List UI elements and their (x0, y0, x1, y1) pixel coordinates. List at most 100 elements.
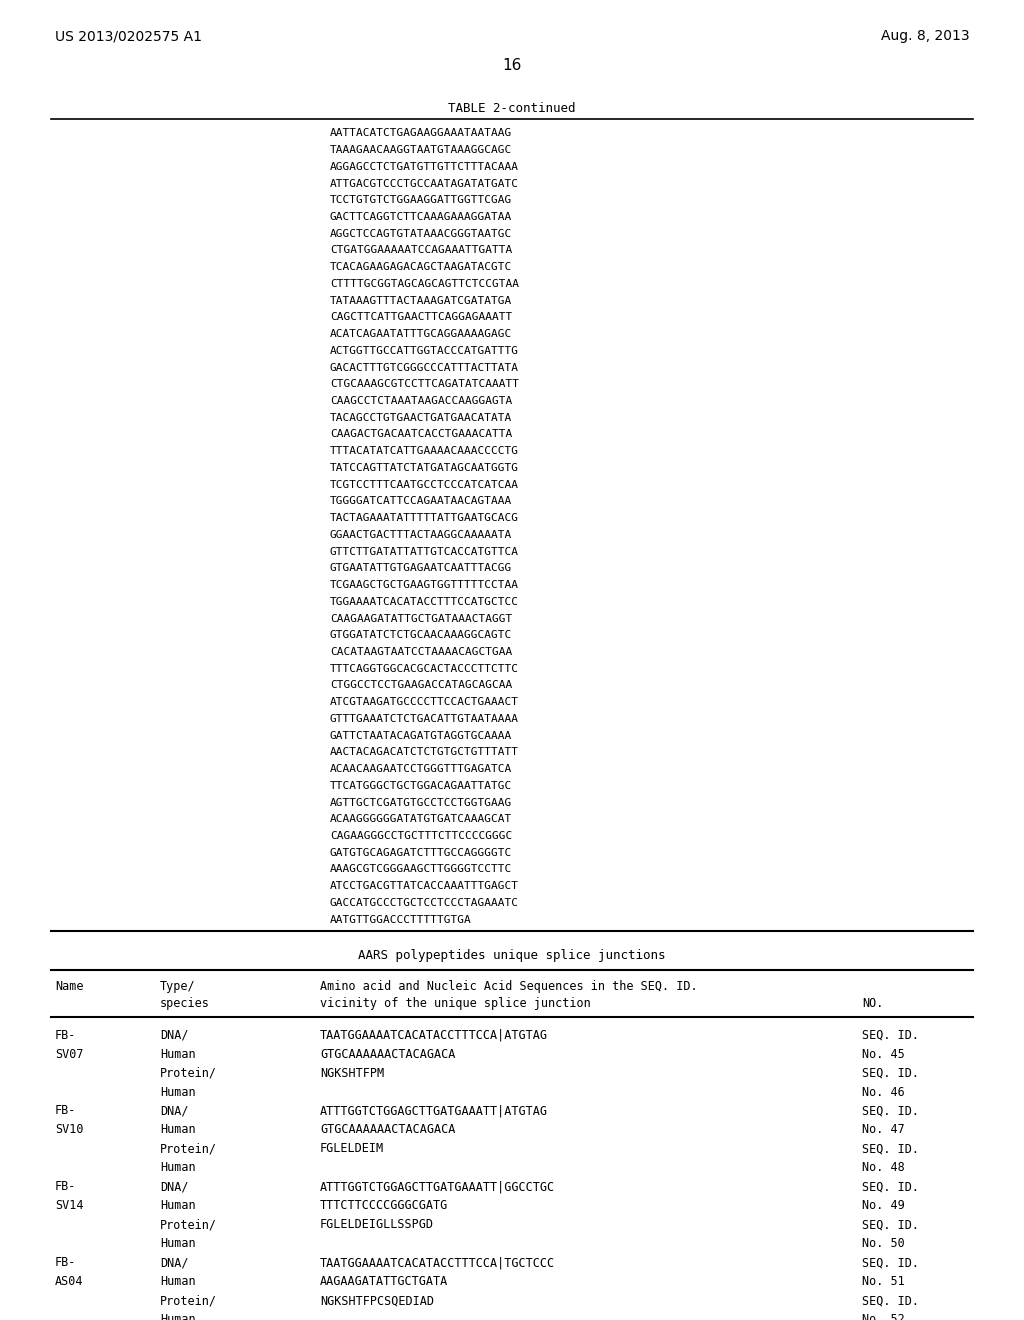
Text: GATTCTAATACAGATGTAGGTGCAAAA: GATTCTAATACAGATGTAGGTGCAAAA (330, 730, 512, 741)
Text: GACCATGCCCTGCTCCTCCCTAGAAATC: GACCATGCCCTGCTCCTCCCTAGAAATC (330, 898, 519, 908)
Text: AGGAGCCTCTGATGTTGTTCTTTACAAA: AGGAGCCTCTGATGTTGTTCTTTACAAA (330, 162, 519, 172)
Text: GTGGATATCTCTGCAACAAAGGCAGTC: GTGGATATCTCTGCAACAAAGGCAGTC (330, 630, 512, 640)
Text: GTGCAAAAAACTACAGACA: GTGCAAAAAACTACAGACA (319, 1123, 456, 1137)
Text: FB-: FB- (55, 1028, 77, 1041)
Text: SV14: SV14 (55, 1200, 84, 1212)
Text: CAAGACTGACAATCACCTGAAACATTA: CAAGACTGACAATCACCTGAAACATTA (330, 429, 512, 440)
Text: ATTGACGTCCCTGCCAATAGATATGATC: ATTGACGTCCCTGCCAATAGATATGATC (330, 178, 519, 189)
Text: ATCGTAAGATGCCCCTTCCACTGAAACT: ATCGTAAGATGCCCCTTCCACTGAAACT (330, 697, 519, 708)
Text: SEQ. ID.: SEQ. ID. (862, 1294, 919, 1307)
Text: GTTTGAAATCTCTGACATTGTAATAAAA: GTTTGAAATCTCTGACATTGTAATAAAA (330, 714, 519, 723)
Text: NGKSHTFPM: NGKSHTFPM (319, 1067, 384, 1080)
Text: TABLE 2-continued: TABLE 2-continued (449, 102, 575, 115)
Text: AAAGCGTCGGGAAGCTTGGGGTCCTTC: AAAGCGTCGGGAAGCTTGGGGTCCTTC (330, 865, 512, 874)
Text: CAGCTTCATTGAACTTCAGGAGAAATT: CAGCTTCATTGAACTTCAGGAGAAATT (330, 313, 512, 322)
Text: DNA/: DNA/ (160, 1180, 188, 1193)
Text: GACACTTTGTCGGGCCCATTTACTTATA: GACACTTTGTCGGGCCCATTTACTTATA (330, 363, 519, 372)
Text: TAATGGAAAATCACATACCTTTCCA|TGCTCCC: TAATGGAAAATCACATACCTTTCCA|TGCTCCC (319, 1257, 555, 1270)
Text: GTGCAAAAAACTACAGACA: GTGCAAAAAACTACAGACA (319, 1048, 456, 1060)
Text: CAAGCCTCTAAATAAGACCAAGGAGTA: CAAGCCTCTAAATAAGACCAAGGAGTA (330, 396, 512, 407)
Text: No. 48: No. 48 (862, 1162, 905, 1175)
Text: No. 52: No. 52 (862, 1313, 905, 1320)
Text: TCACAGAAGAGACAGCTAAGATACGTC: TCACAGAAGAGACAGCTAAGATACGTC (330, 263, 512, 272)
Text: No. 50: No. 50 (862, 1237, 905, 1250)
Text: CAGAAGGGCCTGCTTTCTTCCCCGGGC: CAGAAGGGCCTGCTTTCTTCCCCGGGC (330, 832, 512, 841)
Text: AS04: AS04 (55, 1275, 84, 1288)
Text: Amino acid and Nucleic Acid Sequences in the SEQ. ID.: Amino acid and Nucleic Acid Sequences in… (319, 979, 697, 993)
Text: vicinity of the unique splice junction: vicinity of the unique splice junction (319, 997, 591, 1010)
Text: GGAACTGACTTTACTAAGGCAAAAATA: GGAACTGACTTTACTAAGGCAAAAATA (330, 529, 512, 540)
Text: FGLELDEIGLLSSPGD: FGLELDEIGLLSSPGD (319, 1218, 434, 1232)
Text: Human: Human (160, 1313, 196, 1320)
Text: Name: Name (55, 979, 84, 993)
Text: Aug. 8, 2013: Aug. 8, 2013 (882, 29, 970, 44)
Text: NO.: NO. (862, 997, 884, 1010)
Text: FB-: FB- (55, 1257, 77, 1270)
Text: FB-: FB- (55, 1180, 77, 1193)
Text: TTTACATATCATTGAAAACAAACCCCTG: TTTACATATCATTGAAAACAAACCCCTG (330, 446, 519, 457)
Text: ATTTGGTCTGGAGCTTGATGAAATT|ATGTAG: ATTTGGTCTGGAGCTTGATGAAATT|ATGTAG (319, 1105, 548, 1118)
Text: TTCATGGGCTGCTGGACAGAATTATGC: TTCATGGGCTGCTGGACAGAATTATGC (330, 781, 512, 791)
Text: TATAAAGTTTACTAAAGATCGATATGA: TATAAAGTTTACTAAAGATCGATATGA (330, 296, 512, 306)
Text: TATCCAGTTATCTATGATAGCAATGGTG: TATCCAGTTATCTATGATAGCAATGGTG (330, 463, 519, 473)
Text: TAATGGAAAATCACATACCTTTCCA|ATGTAG: TAATGGAAAATCACATACCTTTCCA|ATGTAG (319, 1028, 548, 1041)
Text: TCGTCCTTTCAATGCCTCCCATCATCAA: TCGTCCTTTCAATGCCTCCCATCATCAA (330, 479, 519, 490)
Text: GACTTCAGGTCTTCAAAGAAAGGATAA: GACTTCAGGTCTTCAAAGAAAGGATAA (330, 213, 512, 222)
Text: CTGGCCTCCTGAAGACCATAGCAGCAA: CTGGCCTCCTGAAGACCATAGCAGCAA (330, 680, 512, 690)
Text: TTTCTTCCCCGGGCGATG: TTTCTTCCCCGGGCGATG (319, 1200, 449, 1212)
Text: GATGTGCAGAGATCTTTGCCAGGGGTC: GATGTGCAGAGATCTTTGCCAGGGGTC (330, 847, 512, 858)
Text: 16: 16 (503, 58, 521, 74)
Text: TACTAGAAATATTTTTATTGAATGCACG: TACTAGAAATATTTTTATTGAATGCACG (330, 513, 519, 523)
Text: SEQ. ID.: SEQ. ID. (862, 1218, 919, 1232)
Text: SV07: SV07 (55, 1048, 84, 1060)
Text: CTGATGGAAAAATCCAGAAATTGATTA: CTGATGGAAAAATCCAGAAATTGATTA (330, 246, 512, 256)
Text: AARS polypeptides unique splice junctions: AARS polypeptides unique splice junction… (358, 949, 666, 962)
Text: ACAACAAGAATCCTGGGTTTGAGATCA: ACAACAAGAATCCTGGGTTTGAGATCA (330, 764, 512, 774)
Text: Protein/: Protein/ (160, 1294, 217, 1307)
Text: TTTCAGGTGGCACGCACTACCCTTCTTC: TTTCAGGTGGCACGCACTACCCTTCTTC (330, 664, 519, 673)
Text: AGGCTCCAGTGTATAAACGGGTAATGC: AGGCTCCAGTGTATAAACGGGTAATGC (330, 228, 512, 239)
Text: Protein/: Protein/ (160, 1067, 217, 1080)
Text: Human: Human (160, 1200, 196, 1212)
Text: FB-: FB- (55, 1105, 77, 1118)
Text: ACAAGGGGGGATATGTGATCAAAGCAT: ACAAGGGGGGATATGTGATCAAAGCAT (330, 814, 512, 824)
Text: SEQ. ID.: SEQ. ID. (862, 1105, 919, 1118)
Text: SEQ. ID.: SEQ. ID. (862, 1180, 919, 1193)
Text: ATCCTGACGTTATCACCAAATTTGAGCT: ATCCTGACGTTATCACCAAATTTGAGCT (330, 882, 519, 891)
Text: TGGAAAATCACATACCTTTCCATGCTCC: TGGAAAATCACATACCTTTCCATGCTCC (330, 597, 519, 607)
Text: CACATAAGTAATCCTAAAACAGCTGAA: CACATAAGTAATCCTAAAACAGCTGAA (330, 647, 512, 657)
Text: SEQ. ID.: SEQ. ID. (862, 1257, 919, 1270)
Text: AATTACATCTGAGAAGGAAATAATAAG: AATTACATCTGAGAAGGAAATAATAAG (330, 128, 512, 139)
Text: ATTTGGTCTGGAGCTTGATGAAATT|GGCCTGC: ATTTGGTCTGGAGCTTGATGAAATT|GGCCTGC (319, 1180, 555, 1193)
Text: Human: Human (160, 1275, 196, 1288)
Text: SV10: SV10 (55, 1123, 84, 1137)
Text: AAGAAGATATTGCTGATA: AAGAAGATATTGCTGATA (319, 1275, 449, 1288)
Text: TCGAAGCTGCTGAAGTGGTTTTTCCTAA: TCGAAGCTGCTGAAGTGGTTTTTCCTAA (330, 579, 519, 590)
Text: TGGGGATCATTCCAGAATAACAGTAAA: TGGGGATCATTCCAGAATAACAGTAAA (330, 496, 512, 507)
Text: Human: Human (160, 1085, 196, 1098)
Text: TCCTGTGTCTGGAAGGATTGGTTCGAG: TCCTGTGTCTGGAAGGATTGGTTCGAG (330, 195, 512, 206)
Text: No. 47: No. 47 (862, 1123, 905, 1137)
Text: AACTACAGACATCTCTGTGCTGTTTATT: AACTACAGACATCTCTGTGCTGTTTATT (330, 747, 519, 758)
Text: Human: Human (160, 1162, 196, 1175)
Text: NGKSHTFPCSQEDIAD: NGKSHTFPCSQEDIAD (319, 1294, 434, 1307)
Text: Protein/: Protein/ (160, 1218, 217, 1232)
Text: Human: Human (160, 1123, 196, 1137)
Text: ACTGGTTGCCATTGGTACCCATGATTTG: ACTGGTTGCCATTGGTACCCATGATTTG (330, 346, 519, 356)
Text: GTGAATATTGTGAGAATCAATTTACGG: GTGAATATTGTGAGAATCAATTTACGG (330, 564, 512, 573)
Text: AGTTGCTCGATGTGCCTCCTGGTGAAG: AGTTGCTCGATGTGCCTCCTGGTGAAG (330, 797, 512, 808)
Text: CTGCAAAGCGTCCTTCAGATATCAAATT: CTGCAAAGCGTCCTTCAGATATCAAATT (330, 379, 519, 389)
Text: SEQ. ID.: SEQ. ID. (862, 1142, 919, 1155)
Text: No. 45: No. 45 (862, 1048, 905, 1060)
Text: GTTCTTGATATTATTGTCACCATGTTCA: GTTCTTGATATTATTGTCACCATGTTCA (330, 546, 519, 557)
Text: TAAAGAACAAGGTAATGTAAAGGCAGC: TAAAGAACAAGGTAATGTAAAGGCAGC (330, 145, 512, 156)
Text: Type/: Type/ (160, 979, 196, 993)
Text: TACAGCCTGTGAACTGATGAACATATA: TACAGCCTGTGAACTGATGAACATATA (330, 413, 512, 422)
Text: Human: Human (160, 1237, 196, 1250)
Text: AATGTTGGACCCTTTTTGTGA: AATGTTGGACCCTTTTTGTGA (330, 915, 472, 924)
Text: ACATCAGAATATTTGCAGGAAAAGAGC: ACATCAGAATATTTGCAGGAAAAGAGC (330, 329, 512, 339)
Text: CTTTTGCGGTAGCAGCAGTTCTCCGTAA: CTTTTGCGGTAGCAGCAGTTCTCCGTAA (330, 279, 519, 289)
Text: SEQ. ID.: SEQ. ID. (862, 1067, 919, 1080)
Text: No. 46: No. 46 (862, 1085, 905, 1098)
Text: SEQ. ID.: SEQ. ID. (862, 1028, 919, 1041)
